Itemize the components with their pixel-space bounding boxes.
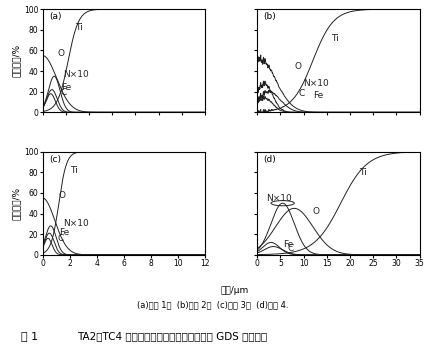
Text: C: C [60,88,66,97]
Text: Fe: Fe [313,91,323,100]
Text: O: O [59,191,66,201]
Text: O: O [294,62,301,71]
Text: Ti: Ti [331,33,339,43]
Text: TA2、TC4 在不同压力加工表面状态氧化膜 GDS 分析结果: TA2、TC4 在不同压力加工表面状态氧化膜 GDS 分析结果 [77,331,267,341]
Text: (a)试样 1；  (b)试样 2；  (c)试样 3；  (d)试样 4.: (a)试样 1； (b)试样 2； (c)试样 3； (d)试样 4. [137,300,289,309]
Text: Ti: Ti [75,23,83,32]
Text: Ti: Ti [359,168,367,177]
Text: Fe: Fe [59,228,69,237]
Text: Fe: Fe [282,240,293,249]
Text: N×10: N×10 [63,219,89,228]
Text: 深度/μm: 深度/μm [220,286,248,295]
Text: C: C [299,89,305,98]
Text: (c): (c) [49,155,61,164]
Text: O: O [313,207,320,216]
Text: Ti: Ti [70,166,78,175]
Text: (a): (a) [49,12,62,21]
Text: C: C [58,234,64,243]
Text: (d): (d) [264,155,276,164]
Text: N×10: N×10 [266,194,292,202]
Y-axis label: 质量分数/%: 质量分数/% [12,187,21,220]
Text: N×10: N×10 [304,79,329,88]
Text: 图 1: 图 1 [21,331,38,341]
Text: (b): (b) [264,12,276,21]
Text: N×10: N×10 [63,70,89,79]
Text: C: C [287,244,294,253]
Y-axis label: 质量分数/%: 质量分数/% [12,44,21,77]
Text: Fe: Fe [61,83,72,92]
Text: O: O [58,49,65,58]
